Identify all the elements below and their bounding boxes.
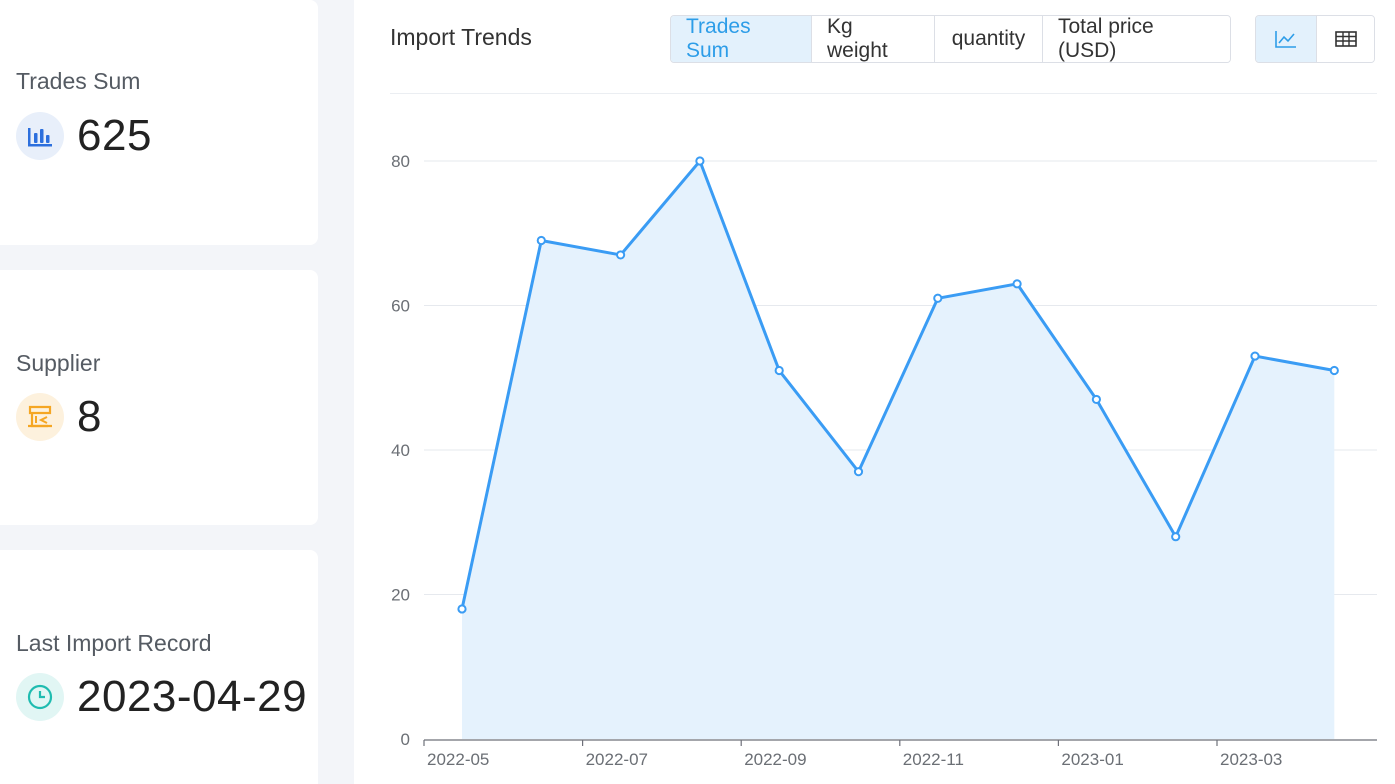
x-tick-label: 2022-07 bbox=[586, 750, 648, 769]
x-tick-label: 2023-03 bbox=[1220, 750, 1282, 769]
data-point[interactable] bbox=[1329, 365, 1339, 376]
stat-value: 8 bbox=[77, 392, 102, 441]
stat-label: Trades Sum bbox=[16, 68, 141, 94]
y-tick-label: 40 bbox=[391, 441, 410, 460]
stat-label: Supplier bbox=[16, 350, 101, 376]
x-tick-label: 2023-01 bbox=[1061, 750, 1123, 769]
data-point[interactable] bbox=[1171, 532, 1181, 542]
store-icon bbox=[16, 393, 64, 441]
table-icon bbox=[1334, 31, 1357, 47]
data-point[interactable] bbox=[774, 365, 784, 376]
x-tick-label: 2022-09 bbox=[744, 750, 806, 769]
line-chart-icon bbox=[1275, 31, 1296, 48]
data-point[interactable] bbox=[853, 467, 864, 477]
x-tick-label: 2022-05 bbox=[427, 750, 489, 769]
data-point[interactable] bbox=[457, 604, 467, 614]
y-tick-label: 80 bbox=[391, 152, 410, 171]
stat-value: 2023-04-29 bbox=[77, 672, 308, 721]
x-tick-label: 2022-11 bbox=[903, 750, 964, 769]
table-view-button[interactable] bbox=[1316, 16, 1374, 62]
tab-kg-weight[interactable]: Kg weight bbox=[811, 16, 934, 62]
stat-card-trades-sum: Trades Sum 625 bbox=[0, 0, 318, 245]
data-point[interactable] bbox=[933, 293, 943, 303]
bar-chart-icon bbox=[16, 112, 64, 160]
clock-icon bbox=[16, 673, 64, 721]
data-point[interactable] bbox=[1250, 351, 1260, 361]
stat-card-supplier: Supplier 8 bbox=[0, 270, 318, 525]
data-point[interactable] bbox=[695, 156, 705, 166]
tab-trades-sum[interactable]: Trades Sum bbox=[671, 16, 811, 62]
line-chart-view-button[interactable] bbox=[1256, 16, 1316, 62]
stat-value: 625 bbox=[77, 111, 152, 160]
data-point[interactable] bbox=[1091, 394, 1102, 405]
chart-area-fill bbox=[462, 161, 1335, 739]
chart-series-line bbox=[460, 158, 1335, 610]
y-tick-label: 20 bbox=[391, 586, 410, 605]
data-point[interactable] bbox=[536, 235, 546, 246]
import-trends-panel: Import Trends Trades Sum Kg weight quant… bbox=[354, 0, 1395, 784]
tab-quantity[interactable]: quantity bbox=[934, 16, 1042, 62]
stat-card-last-import: Last Import Record 2023-04-29 bbox=[0, 550, 318, 784]
view-toggle bbox=[1255, 15, 1375, 63]
header-divider bbox=[390, 93, 1377, 94]
y-tick-label: 0 bbox=[401, 730, 410, 749]
data-point[interactable] bbox=[616, 250, 626, 260]
tab-total-price[interactable]: Total price (USD) bbox=[1042, 16, 1230, 62]
y-tick-label: 60 bbox=[391, 297, 410, 316]
data-point[interactable] bbox=[1012, 279, 1022, 289]
metric-tabs: Trades Sum Kg weight quantity Total pric… bbox=[670, 15, 1231, 63]
import-trends-chart: 0 20 40 60 80 2022-05 2022-07 2022-09 2022-11 202… bbox=[391, 152, 1377, 769]
stat-label: Last Import Record bbox=[16, 630, 212, 656]
panel-title: Import Trends bbox=[390, 24, 532, 50]
